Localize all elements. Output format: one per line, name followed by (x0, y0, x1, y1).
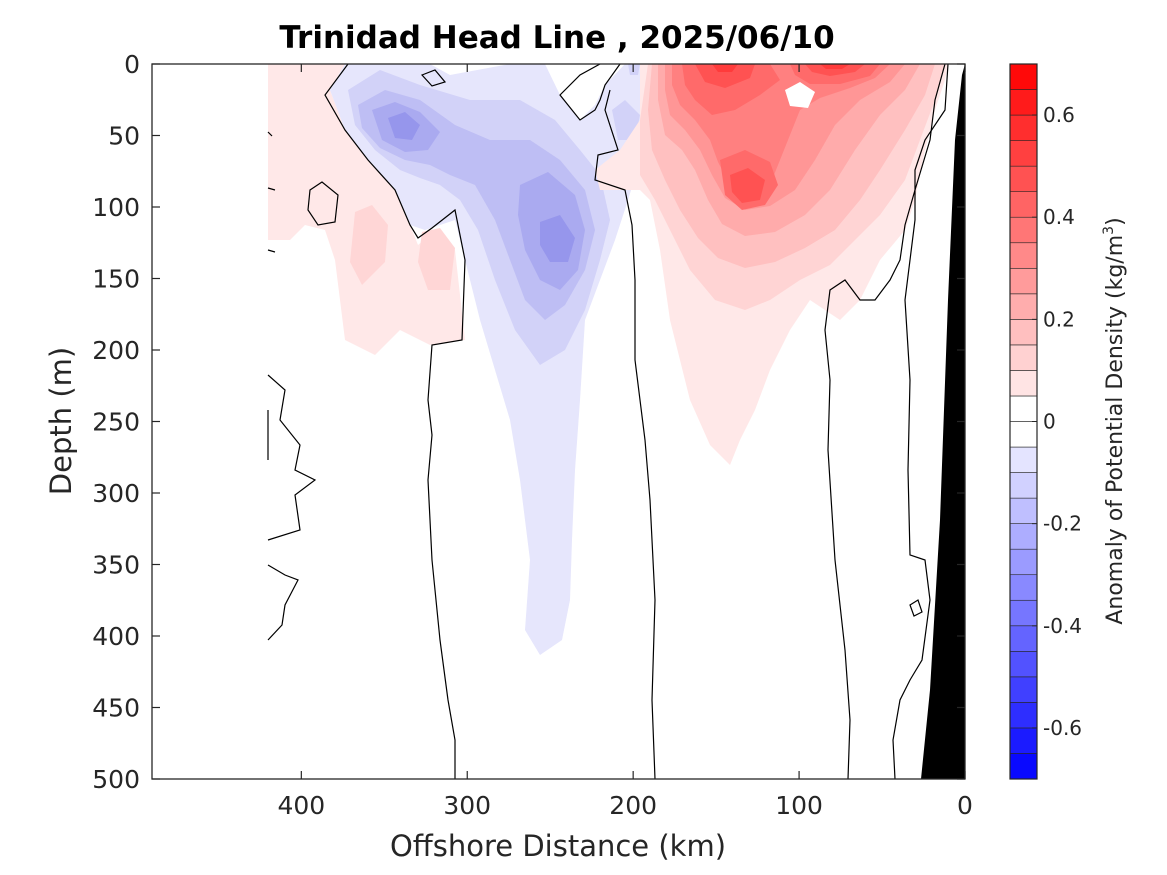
colorbar-swatch (1009, 395, 1038, 422)
colorbar-swatch (1009, 421, 1038, 448)
colorbar-swatch (1009, 651, 1038, 678)
colorbar-swatch (1009, 446, 1038, 473)
y-axis: 0 50 100 150 200 250 300 350 400 450 500 (92, 50, 965, 794)
colorbar-swatch (1009, 676, 1038, 703)
x-tick-label: 100 (775, 791, 823, 820)
colorbar-swatch (1009, 523, 1038, 550)
colorbar-swatch (1009, 370, 1038, 397)
colorbar-swatch (1009, 140, 1038, 167)
zero-contour-central (559, 64, 656, 779)
y-axis-label: Depth (m) (44, 347, 78, 495)
colorbar-swatch (1009, 574, 1038, 601)
zero-contours (267, 64, 949, 779)
zero-contour-small-loops (267, 69, 923, 617)
colorbar-swatch (1009, 216, 1038, 244)
colorbar-swatch (1009, 242, 1038, 269)
x-tick-label: 200 (609, 791, 657, 820)
zero-contour-west-edge (267, 374, 317, 641)
x-tick-label: 0 (957, 791, 973, 820)
colorbar-label-superscript: 3 (1101, 226, 1117, 235)
colorbar-swatch (1009, 319, 1038, 346)
y-tick-label: 200 (92, 336, 140, 365)
y-tick-label: 300 (92, 479, 140, 508)
colorbar-tick-label: -0.6 (1043, 716, 1082, 740)
colorbar-tick-label: -0.2 (1043, 512, 1082, 536)
y-tick-label: 400 (92, 622, 140, 651)
colorbar: 0.6 0.4 0.2 0 -0.2 -0.4 -0.6 (1009, 63, 1082, 780)
zero-contour-inshore (892, 64, 949, 779)
contour-offshore-positive-core-2 (418, 228, 455, 290)
y-tick-label: 50 (108, 122, 140, 151)
contour-positive-9 (712, 64, 850, 72)
colorbar-swatch (1009, 63, 1038, 90)
zero-contour-shelf (824, 64, 946, 779)
colorbar-swatch (1009, 114, 1038, 141)
contour-positive-7 (682, 64, 880, 210)
contour-negative-5 (388, 112, 575, 262)
colorbar-swatch (1009, 702, 1038, 729)
colorbar-swatch (1009, 625, 1038, 652)
colorbar-label-close: ) (1103, 217, 1128, 226)
colorbar-tick-label: -0.4 (1043, 614, 1082, 638)
x-axis-label: Offshore Distance (km) (390, 829, 726, 863)
colorbar-label-text: Anomaly of Potential Density (kg/m (1103, 235, 1128, 625)
colorbar-swatch (1009, 267, 1038, 295)
y-tick-label: 450 (92, 694, 140, 723)
colorbar-tick-label: 0.6 (1043, 103, 1075, 127)
y-tick-label: 350 (92, 551, 140, 580)
x-tick-label: 300 (443, 791, 491, 820)
y-tick-label: 0 (124, 50, 140, 79)
chart-title: Trinidad Head Line , 2025/06/10 (279, 20, 834, 56)
y-tick-label: 500 (92, 765, 140, 794)
colorbar-swatch (1009, 293, 1038, 320)
y-tick-label: 250 (92, 408, 140, 437)
zero-contour-offshore (324, 64, 466, 779)
colorbar-label: Anomaly of Potential Density (kg/m3) (1101, 217, 1128, 624)
colorbar-swatch (1009, 344, 1038, 371)
y-tick-label: 100 (92, 193, 140, 222)
contour-positive-8 (695, 64, 865, 203)
y-tick-label: 150 (92, 265, 140, 294)
contour-offshore-positive-core (350, 205, 388, 285)
bathymetry-slope (921, 64, 965, 779)
colorbar-swatch (1009, 497, 1038, 524)
colorbar-swatch (1009, 165, 1038, 192)
colorbar-tick-label: 0.4 (1043, 205, 1075, 229)
x-tick-label: 400 (277, 791, 325, 820)
colorbar-swatch (1009, 191, 1038, 218)
contour-negative-4 (372, 102, 585, 290)
colorbar-swatch (1009, 472, 1038, 499)
colorbar-tick-label: 0.2 (1043, 307, 1075, 331)
colorbar-swatch (1009, 89, 1038, 116)
contour-positive-weak-patch (785, 82, 815, 108)
colorbar-swatch (1009, 753, 1038, 780)
colorbar-swatch (1009, 599, 1038, 627)
colorbar-tick-label: 0 (1043, 410, 1056, 434)
colorbar-swatch (1009, 727, 1038, 754)
plot-area: 400 300 200 100 0 0 50 100 150 200 250 300 350 400 45… (92, 50, 973, 820)
contour-negative-small (612, 64, 640, 140)
x-axis: 400 300 200 100 0 (277, 64, 973, 820)
colorbar-swatch (1009, 548, 1038, 576)
contour-field (267, 64, 965, 779)
